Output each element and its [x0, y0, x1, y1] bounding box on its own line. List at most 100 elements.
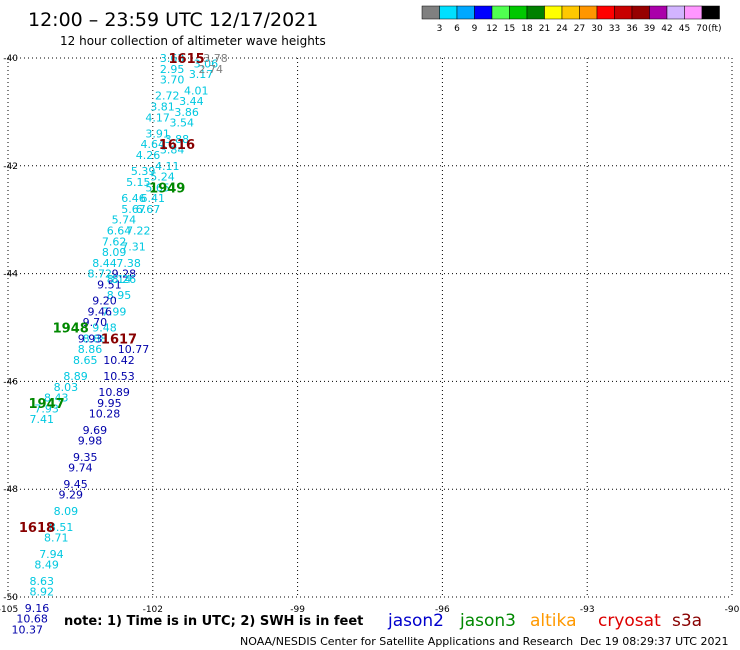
color-scale-label: 30	[591, 24, 603, 34]
wave-height-value: 3.44	[179, 95, 204, 108]
wave-height-value: 10.68	[16, 613, 48, 626]
wave-height-value: 3.81	[150, 101, 175, 114]
color-scale-label: 45	[679, 24, 690, 34]
time-label: 1947	[29, 397, 65, 412]
color-scale-label: 24	[556, 24, 568, 34]
color-scale-bar: 3 6 9 12 15 18 21 24 27 30 33 36 39 42 45 70 (ft)	[421, 5, 722, 34]
wave-height-value: 5.24	[150, 171, 175, 184]
wave-height-value: 3.78	[203, 52, 228, 65]
time-label: 1617	[101, 332, 137, 347]
x-tick-label: -90	[725, 605, 740, 615]
x-tick-label: -105	[0, 605, 18, 615]
wave-height-points: 3.632.953.70 2.723.814.17 3.914.644.26 5.39…	[12, 52, 228, 636]
color-swatch	[701, 5, 720, 20]
wave-height-value: 9.93	[78, 332, 103, 345]
plot-axes: -105 -102 -99 -96 -93 -90 -40 -42 -44 -46 -48 -50	[0, 54, 740, 615]
color-scale-label: 42	[661, 24, 672, 34]
wave-height-value: 7.38	[116, 257, 141, 270]
legend-item-s3a: s3a	[672, 611, 702, 631]
wave-height-value: 8.51	[49, 521, 74, 534]
legend-item-jason3: jason3	[459, 611, 516, 631]
wave-height-value: 8.95	[107, 289, 132, 302]
time-label: 1948	[53, 322, 89, 337]
color-swatch	[596, 5, 615, 20]
wave-height-value: 9.29	[58, 489, 83, 502]
color-swatch	[421, 5, 440, 20]
wave-height-value: 7.94	[39, 548, 64, 561]
wave-height-value: 3.88	[165, 133, 190, 146]
color-swatch	[439, 5, 458, 20]
wave-height-value: 8.63	[30, 575, 55, 588]
time-label: 1615	[168, 52, 204, 67]
x-tick-label: -96	[435, 605, 450, 615]
y-tick-label: -50	[3, 593, 18, 603]
satellite-legend: jason2 jason3 altika cryosat s3a	[387, 611, 702, 631]
wave-height-value: 8.49	[34, 559, 59, 572]
wave-height-value: 2.95	[160, 63, 185, 76]
color-swatch	[509, 5, 528, 20]
wave-height-value: 8.09	[54, 505, 79, 518]
color-scale-label: 70	[696, 24, 708, 34]
wave-height-value: 6.41	[141, 192, 166, 205]
wave-height-value: 5.74	[112, 214, 137, 227]
wave-height-value: 8.86	[78, 343, 103, 356]
wave-height-value: 9.46	[87, 305, 112, 318]
color-scale-label: 6	[454, 24, 460, 34]
wave-height-value: 9.45	[63, 478, 88, 491]
color-swatch	[579, 5, 598, 20]
color-swatch	[491, 5, 510, 20]
wave-height-value: 9.70	[83, 316, 108, 329]
wave-height-value: 5.65	[145, 181, 170, 194]
legend-item-altika: altika	[530, 611, 577, 631]
wave-height-value: 7.41	[30, 413, 55, 426]
timestamp: Dec 19 08:29:37 UTC 2021	[580, 635, 728, 648]
color-scale-label: 12	[486, 24, 497, 34]
wave-height-value: 6.46	[121, 192, 146, 205]
wave-height-value: 3.06	[194, 57, 219, 70]
wave-height-value: 7.99	[102, 305, 127, 318]
legend-item-jason2: jason2	[387, 611, 444, 631]
wave-height-value: 3.17	[189, 68, 214, 81]
wave-height-value: 7.62	[102, 235, 127, 248]
wave-height-value: 4.64	[141, 138, 166, 151]
wave-height-value: 8.89	[63, 370, 88, 383]
wave-height-value: 3.91	[145, 127, 170, 140]
y-tick-label: -46	[3, 377, 18, 387]
wave-height-value: 10.42	[103, 354, 135, 367]
wave-height-value: 8.09	[102, 246, 127, 259]
color-scale-label: 3	[437, 24, 443, 34]
wave-height-value: 7.93	[34, 402, 59, 415]
legend-item-cryosat: cryosat	[598, 611, 661, 631]
wave-height-value: 9.16	[25, 602, 50, 615]
color-swatch	[456, 5, 475, 20]
color-scale-unit: (ft)	[708, 24, 722, 34]
wave-height-value: 8.92	[30, 586, 55, 599]
time-label: 1949	[149, 181, 185, 196]
chart-subtitle: 12 hour collection of altimeter wave hei…	[60, 34, 326, 48]
wave-height-value: 9.28	[112, 268, 137, 281]
wave-height-value: 3.54	[170, 117, 195, 130]
wave-height-value: 4.11	[155, 160, 180, 173]
wave-height-value: 8.14	[107, 273, 132, 286]
footnote: note: 1) Time is in UTC; 2) SWH is in fe…	[64, 614, 363, 629]
color-scale-label: 15	[504, 24, 515, 34]
wave-height-value: 7.31	[121, 241, 146, 254]
wave-height-value: 9.48	[92, 322, 117, 335]
wave-height-value: 8.71	[44, 532, 69, 545]
wave-height-value: 9.74	[68, 462, 93, 475]
color-swatch	[649, 5, 668, 20]
time-label: 1618	[19, 521, 55, 536]
y-tick-label: -44	[3, 270, 18, 280]
color-swatch	[631, 5, 650, 20]
wave-height-value: 8.43	[44, 392, 69, 405]
wave-height-value: 4.01	[184, 84, 209, 97]
wave-height-value: 4.26	[136, 149, 161, 162]
chart-title: 12:00 – 23:59 UTC 12/17/2021	[28, 9, 318, 31]
color-scale-label: 39	[644, 24, 656, 34]
wave-height-value: 9.98	[78, 435, 103, 448]
wave-height-value: 6.64	[107, 224, 132, 237]
wave-height-value: 9.35	[73, 451, 98, 464]
wave-height-value: 10.89	[98, 386, 130, 399]
credit-line: NOAA/NESDIS Center for Satellite Applica…	[240, 635, 573, 648]
